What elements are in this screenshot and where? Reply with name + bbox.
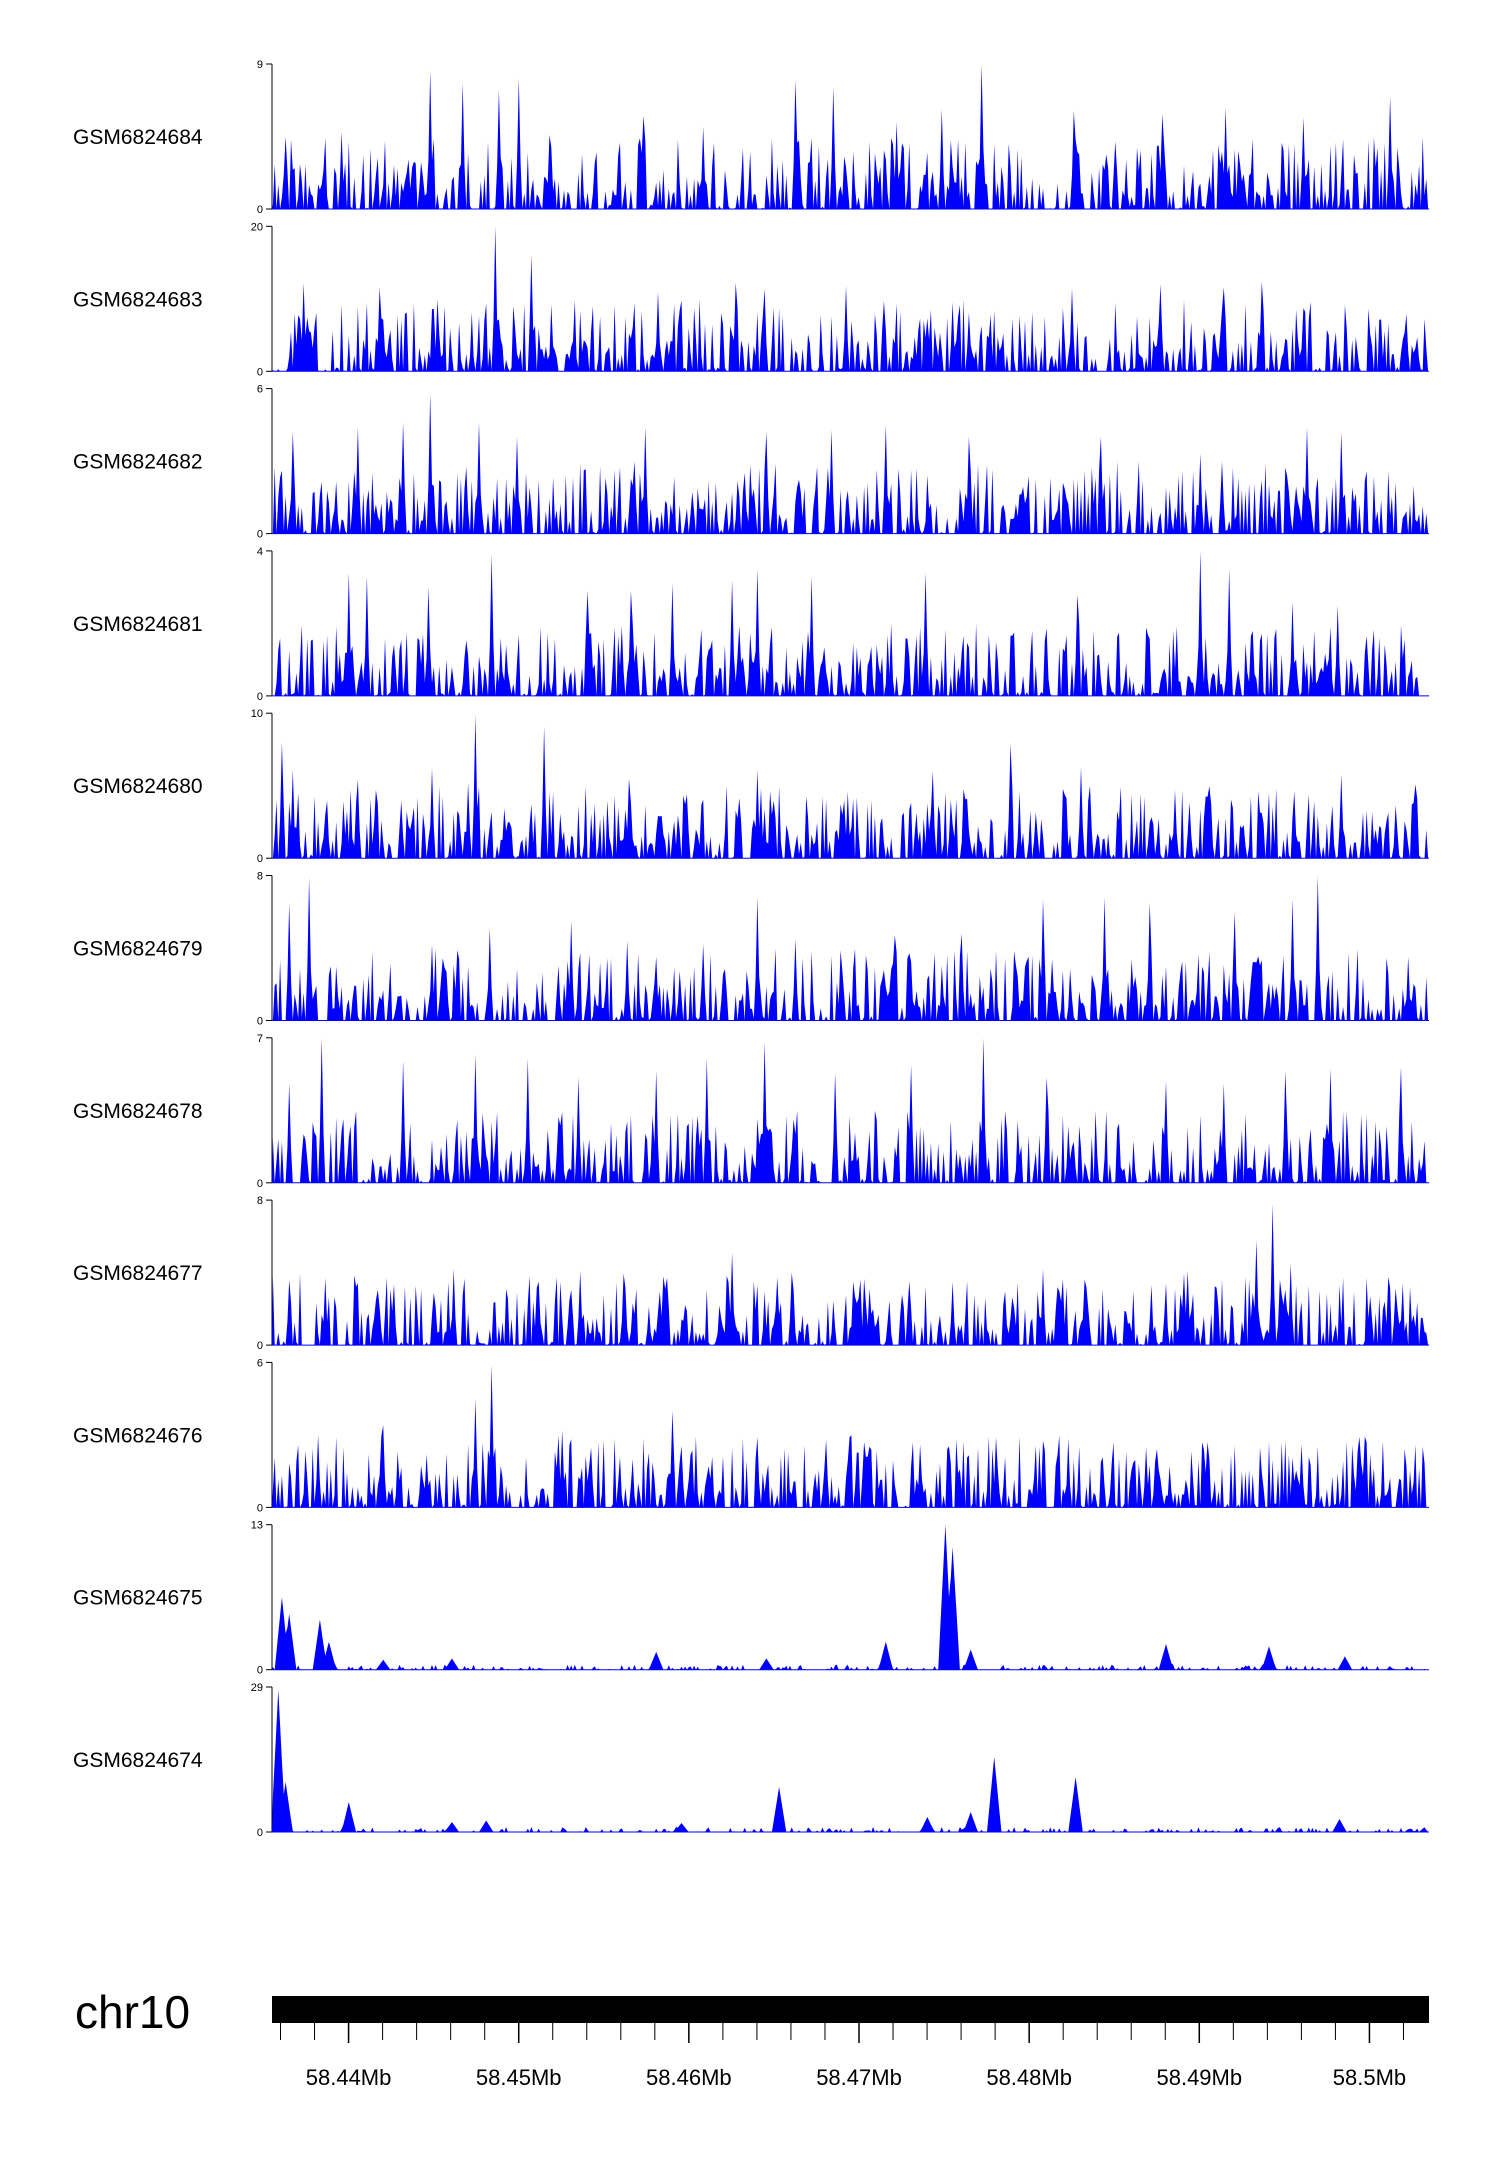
signal-area	[272, 1364, 1429, 1508]
y-tick-label: 8	[257, 871, 263, 883]
x-tick-label: 58.47Mb	[816, 2065, 902, 2090]
y-tick-label: 0	[257, 1340, 263, 1352]
signal-area	[272, 64, 1429, 209]
y-tick-label: 0	[257, 853, 263, 865]
x-tick-label: 58.45Mb	[476, 2065, 562, 2090]
y-tick-label: 0	[257, 1665, 263, 1677]
y-tick-label: 6	[257, 1357, 263, 1369]
track-label: GSM6824676	[73, 1424, 203, 1447]
track-label: GSM6824684	[73, 126, 203, 149]
y-tick-label: 13	[251, 1520, 263, 1532]
y-tick-label: 20	[251, 221, 263, 233]
chromosome-ideogram-bar	[272, 1996, 1429, 2023]
y-tick-label: 7	[257, 1033, 263, 1045]
track-label: GSM6824681	[73, 613, 203, 636]
genome-axis: chr10 58.44Mb 58.45Mb 58.46Mb 58.47Mb 58.48M…	[75, 1986, 1429, 2090]
track-label: GSM6824674	[73, 1749, 203, 1772]
track-GSM6824681: GSM6824681 4 0	[73, 546, 1429, 703]
axis-ticks: 58.44Mb 58.45Mb 58.46Mb 58.47Mb 58.48Mb 58.49…	[280, 2023, 1406, 2090]
x-tick-label: 58.48Mb	[986, 2065, 1072, 2090]
chromosome-label: chr10	[75, 1986, 190, 2038]
track-label: GSM6824683	[73, 288, 203, 311]
signal-area	[272, 393, 1429, 534]
track-GSM6824679: GSM6824679 8 0	[73, 871, 1429, 1028]
track-label: GSM6824680	[73, 775, 203, 798]
y-tick-label: 0	[257, 1016, 263, 1028]
y-tick-label: 29	[251, 1682, 263, 1694]
track-GSM6824676: GSM6824676 6 0	[73, 1357, 1429, 1514]
y-tick-label: 10	[251, 708, 263, 720]
track-GSM6824680: GSM6824680 10 0	[73, 708, 1429, 865]
track-GSM6824684: GSM6824684 9 0	[73, 59, 1429, 216]
y-tick-label: 0	[257, 529, 263, 541]
y-tick-label: 0	[257, 1178, 263, 1190]
x-tick-label: 58.44Mb	[306, 2065, 392, 2090]
track-label: GSM6824677	[73, 1262, 203, 1285]
y-tick-label: 4	[257, 546, 263, 558]
y-tick-label: 6	[257, 384, 263, 396]
signal-area	[272, 714, 1429, 859]
track-label: GSM6824679	[73, 938, 203, 961]
track-GSM6824675: GSM6824675 13 0	[73, 1520, 1429, 1677]
signal-area	[272, 550, 1429, 696]
track-GSM6824682: GSM6824682 6 0	[73, 384, 1429, 541]
y-tick-label: 9	[257, 59, 263, 71]
track-GSM6824677: GSM6824677 8 0	[73, 1195, 1429, 1352]
track-label: GSM6824675	[73, 1587, 203, 1610]
y-tick-label: 0	[257, 691, 263, 703]
track-label: GSM6824678	[73, 1100, 203, 1123]
track-label: GSM6824682	[73, 451, 203, 474]
signal-area	[272, 1203, 1429, 1346]
track-GSM6824678: GSM6824678 7 0	[73, 1033, 1429, 1190]
y-tick-label: 0	[257, 366, 263, 378]
x-tick-label: 58.5Mb	[1333, 2065, 1406, 2090]
x-tick-label: 58.46Mb	[646, 2065, 732, 2090]
signal-area	[272, 1037, 1429, 1183]
track-GSM6824683: GSM6824683 20 0	[73, 221, 1429, 378]
track-GSM6824674: GSM6824674 29 0	[73, 1682, 1429, 1839]
y-tick-label: 0	[257, 1502, 263, 1514]
y-tick-label: 0	[257, 204, 263, 216]
y-tick-label: 0	[257, 1827, 263, 1839]
data-tracks: GSM682468490GSM6824683200GSM682468260GSM…	[73, 59, 1429, 1839]
y-tick-label: 8	[257, 1195, 263, 1207]
x-tick-label: 58.49Mb	[1156, 2065, 1242, 2090]
signal-area	[272, 226, 1429, 372]
